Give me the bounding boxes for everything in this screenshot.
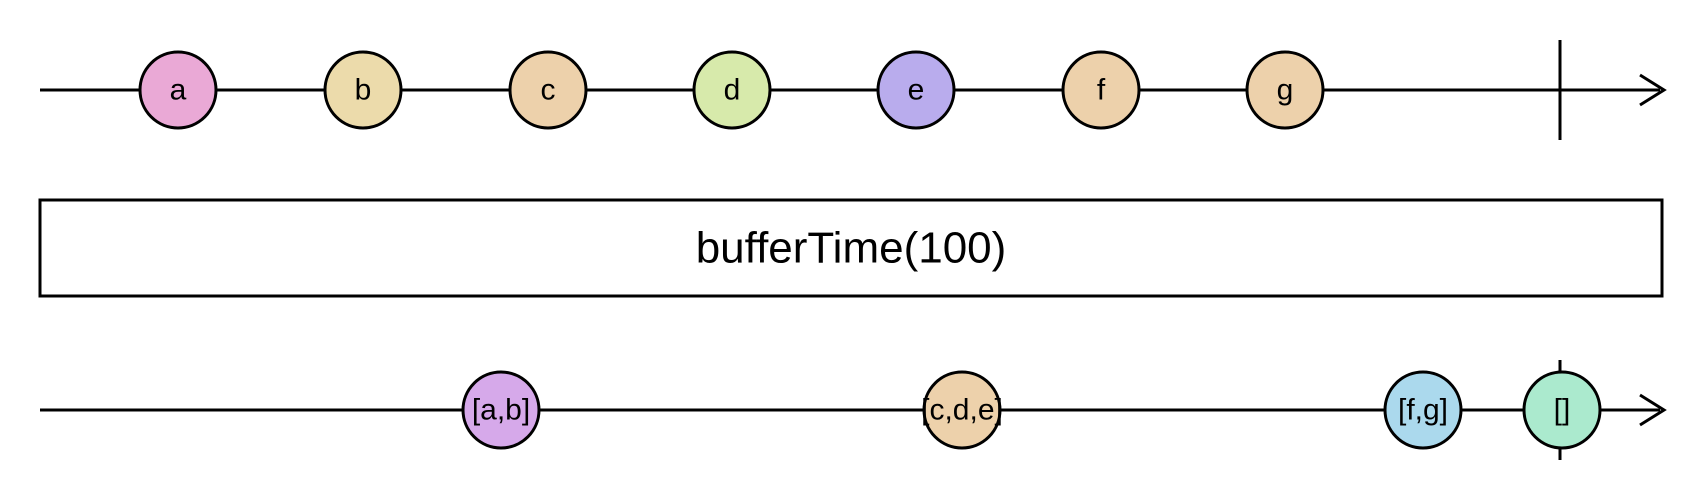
- output-marble-empty: []: [1522, 370, 1602, 450]
- marble-circle: [461, 370, 541, 450]
- input-marble-e: e: [876, 50, 956, 130]
- marble-circle: [508, 50, 588, 130]
- operator-box: bufferTime(100): [38, 198, 1664, 298]
- marble-circle: [323, 50, 403, 130]
- marble-circle: [922, 370, 1002, 450]
- marble-label: f: [1097, 74, 1106, 107]
- marble-circle: [1522, 370, 1602, 450]
- marble-label: [a,b]: [472, 394, 530, 427]
- marble-label: d: [724, 74, 741, 107]
- marble-label: [f,g]: [1398, 394, 1448, 427]
- output-arrow-head: [1639, 393, 1667, 427]
- output-marble-fg: [f,g]: [1383, 370, 1463, 450]
- operator-label: bufferTime(100): [696, 224, 1007, 273]
- marble-circle: [1061, 50, 1141, 130]
- marble-circle: [1383, 370, 1463, 450]
- marble-label: e: [908, 74, 925, 107]
- marble-label: c: [541, 74, 556, 107]
- output-marble-cde: [c,d,e]: [921, 370, 1003, 450]
- marble-circle: [1245, 50, 1325, 130]
- output-timeline: [a,b] [c,d,e] [f,g] []: [40, 360, 1667, 460]
- input-arrow-head: [1639, 73, 1667, 107]
- marble-label: b: [355, 74, 372, 107]
- input-marble-g: g: [1245, 50, 1325, 130]
- marble-label: a: [170, 74, 187, 107]
- input-marble-c: c: [508, 50, 588, 130]
- marble-label: g: [1277, 74, 1294, 107]
- marble-label: [c,d,e]: [921, 394, 1003, 427]
- input-marble-f: f: [1061, 50, 1141, 130]
- marble-label: []: [1554, 394, 1571, 427]
- input-marble-b: b: [323, 50, 403, 130]
- input-marble-a: a: [138, 50, 218, 130]
- operator-rect: [38, 198, 1664, 298]
- marble-circle: [876, 50, 956, 130]
- marble-circle: [138, 50, 218, 130]
- input-timeline: a b c d e f g: [40, 40, 1667, 140]
- output-marble-ab: [a,b]: [461, 370, 541, 450]
- input-marble-d: d: [692, 50, 772, 130]
- marble-circle: [692, 50, 772, 130]
